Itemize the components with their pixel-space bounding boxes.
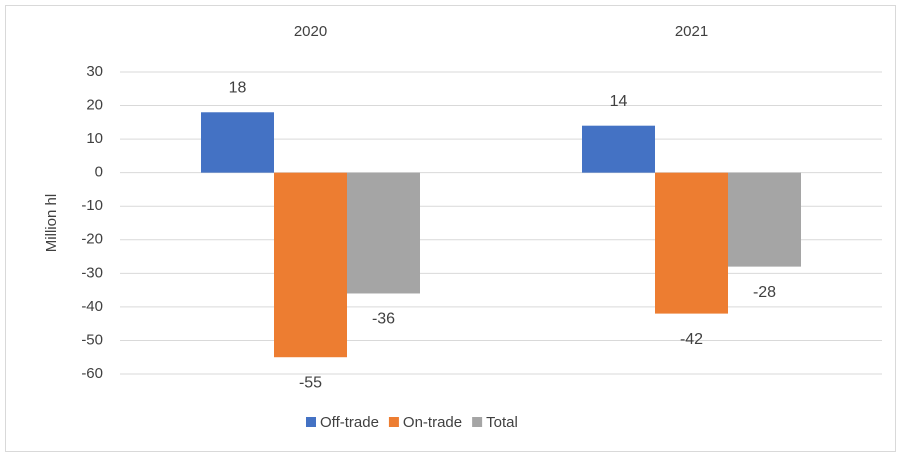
y-tick-label: -50 xyxy=(81,331,103,348)
y-tick-label: -20 xyxy=(81,231,103,248)
data-label: -36 xyxy=(372,311,395,328)
data-label: 14 xyxy=(610,93,628,110)
bar xyxy=(347,172,420,294)
bar xyxy=(201,112,274,173)
y-tick-label: 0 xyxy=(95,164,103,181)
legend-label: Total xyxy=(486,414,518,431)
y-tick-label: -40 xyxy=(81,298,103,315)
y-tick-label: -30 xyxy=(81,264,103,281)
bar xyxy=(728,172,801,267)
category-label: 2020 xyxy=(294,23,327,40)
y-tick-label: 30 xyxy=(86,63,103,80)
data-label: -28 xyxy=(753,284,776,301)
category-label: 2021 xyxy=(675,23,708,40)
data-label: -42 xyxy=(680,331,703,348)
y-tick-label: -60 xyxy=(81,365,103,382)
legend-swatch xyxy=(306,417,316,427)
y-tick-label: 20 xyxy=(86,97,103,114)
legend-swatch xyxy=(472,417,483,427)
y-axis-label: Million hl xyxy=(43,194,60,252)
data-label: 18 xyxy=(229,79,247,96)
y-tick-label: 10 xyxy=(86,130,103,147)
legend-label: Off-trade xyxy=(320,414,379,431)
data-label: -55 xyxy=(299,374,322,391)
y-tick-label: -10 xyxy=(81,197,103,214)
bar xyxy=(655,172,728,314)
bar xyxy=(274,172,347,358)
legend-label: On-trade xyxy=(403,414,462,431)
legend-swatch xyxy=(388,417,399,427)
bar xyxy=(582,125,655,173)
